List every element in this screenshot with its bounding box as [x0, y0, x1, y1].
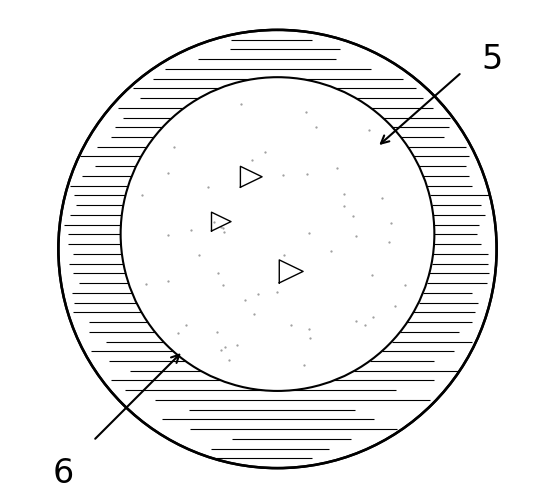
- Circle shape: [58, 30, 497, 468]
- Text: 6: 6: [53, 457, 74, 490]
- Text: 5: 5: [481, 43, 502, 76]
- Circle shape: [120, 77, 435, 391]
